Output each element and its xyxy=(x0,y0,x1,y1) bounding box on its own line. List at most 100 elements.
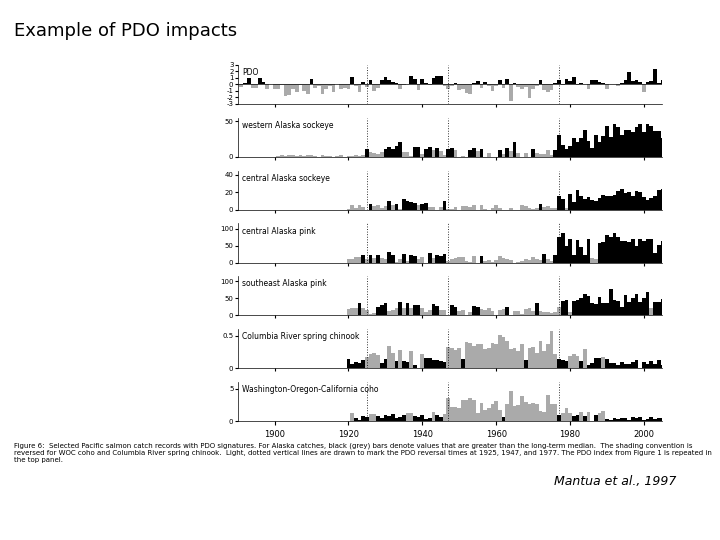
Bar xyxy=(457,408,461,421)
Bar xyxy=(420,308,424,315)
Bar xyxy=(365,84,369,87)
Bar xyxy=(439,310,443,315)
Bar xyxy=(395,361,398,368)
Bar xyxy=(616,191,620,210)
Bar xyxy=(624,241,627,262)
Bar xyxy=(568,355,572,368)
Bar xyxy=(354,256,358,262)
Bar xyxy=(498,150,502,157)
Bar xyxy=(539,411,542,421)
Bar xyxy=(350,413,354,421)
Bar xyxy=(376,154,380,157)
Bar xyxy=(524,153,528,157)
Bar xyxy=(287,156,291,157)
Bar xyxy=(624,418,627,421)
Bar xyxy=(646,364,649,368)
Bar xyxy=(384,303,387,315)
Bar xyxy=(361,360,365,368)
Bar xyxy=(509,391,513,421)
Bar xyxy=(660,188,665,210)
Bar xyxy=(395,146,398,157)
Bar xyxy=(380,363,384,368)
Bar xyxy=(539,341,542,368)
Bar xyxy=(435,148,439,157)
Bar xyxy=(405,413,410,421)
Bar xyxy=(420,154,424,157)
Bar xyxy=(598,243,601,262)
Bar xyxy=(490,404,495,421)
Bar xyxy=(657,302,660,315)
Bar xyxy=(446,84,450,89)
Text: central Alaska sockeye: central Alaska sockeye xyxy=(242,174,330,183)
Bar xyxy=(535,153,539,157)
Bar xyxy=(575,190,580,210)
Bar xyxy=(450,348,454,368)
Bar xyxy=(550,404,554,421)
Bar xyxy=(568,146,572,157)
Bar xyxy=(483,349,487,368)
Bar xyxy=(443,84,446,85)
Bar xyxy=(649,308,653,315)
Bar xyxy=(431,360,435,368)
Bar xyxy=(354,84,358,86)
Bar xyxy=(624,295,627,315)
Bar xyxy=(480,84,483,88)
Bar xyxy=(413,366,417,368)
Bar xyxy=(550,208,554,210)
Bar xyxy=(361,156,365,157)
Bar xyxy=(258,78,261,84)
Bar xyxy=(454,258,457,262)
Bar xyxy=(247,78,251,84)
Bar xyxy=(358,303,361,315)
Bar xyxy=(561,360,564,368)
Bar xyxy=(631,417,635,421)
Bar xyxy=(413,305,417,315)
Bar xyxy=(613,195,616,210)
Bar xyxy=(384,77,387,84)
Bar xyxy=(624,130,627,157)
Bar xyxy=(528,308,531,315)
Bar xyxy=(649,361,653,368)
Bar xyxy=(417,417,420,421)
Bar xyxy=(575,142,580,157)
Bar xyxy=(299,156,302,157)
Bar xyxy=(402,361,405,368)
Bar xyxy=(395,418,398,421)
Bar xyxy=(590,303,594,315)
Bar xyxy=(627,131,631,157)
Bar xyxy=(439,151,443,157)
Bar xyxy=(495,84,498,86)
Bar xyxy=(564,207,568,210)
Bar xyxy=(310,156,313,157)
Bar xyxy=(594,259,598,262)
Bar xyxy=(461,256,465,262)
Bar xyxy=(465,206,469,210)
Bar xyxy=(550,261,554,262)
Bar xyxy=(590,200,594,210)
Bar xyxy=(502,258,505,262)
Bar xyxy=(564,300,568,315)
Bar xyxy=(376,355,380,368)
Bar xyxy=(572,138,575,157)
Bar xyxy=(428,147,431,157)
Bar xyxy=(528,208,531,210)
Bar xyxy=(646,292,649,315)
Bar xyxy=(587,366,590,368)
Bar xyxy=(554,150,557,157)
Bar xyxy=(594,304,598,315)
Text: Example of PDO impacts: Example of PDO impacts xyxy=(14,22,238,39)
Bar xyxy=(472,400,476,421)
Bar xyxy=(539,80,542,84)
Bar xyxy=(354,418,358,421)
Bar xyxy=(587,296,590,315)
Bar xyxy=(572,301,575,315)
Bar xyxy=(564,361,568,368)
Bar xyxy=(546,84,550,92)
Bar xyxy=(446,149,450,157)
Bar xyxy=(461,359,465,368)
Bar xyxy=(320,84,325,94)
Bar xyxy=(273,84,276,89)
Bar xyxy=(302,156,306,157)
Bar xyxy=(424,359,428,368)
Bar xyxy=(649,417,653,421)
